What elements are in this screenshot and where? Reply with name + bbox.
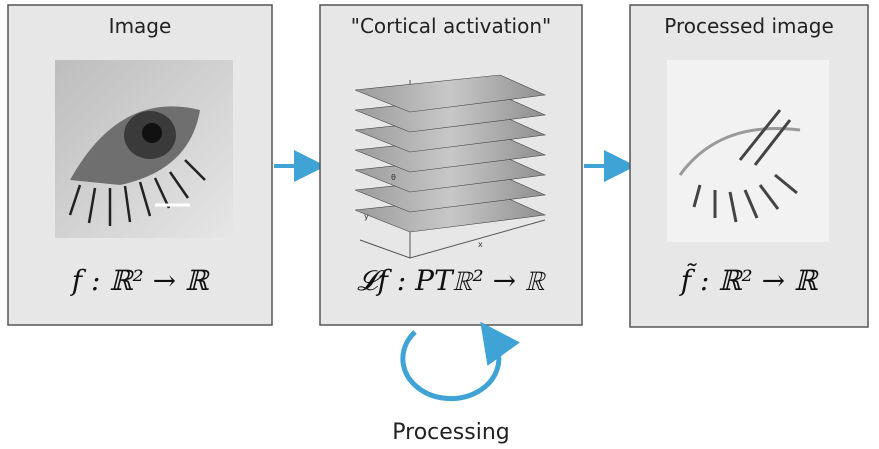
formula: 𝓛f : PTℝ² → ℝ	[357, 264, 547, 297]
axis-label: x	[478, 240, 483, 249]
loop-arrow	[400, 321, 520, 402]
axis-label: y	[364, 212, 369, 221]
eye-image	[55, 60, 233, 238]
processed-image	[667, 60, 829, 242]
panel-title: "Cortical activation"	[351, 14, 551, 38]
panel-title: Image	[109, 14, 172, 38]
panel-title: Processed image	[664, 14, 834, 38]
loop-label: Processing	[392, 420, 509, 445]
formula: f̃ : ℝ² → ℝ	[679, 263, 819, 297]
formula: f : ℝ² → ℝ	[70, 264, 210, 297]
activation-stack	[354, 74, 547, 259]
axis-label: θ	[391, 173, 396, 182]
